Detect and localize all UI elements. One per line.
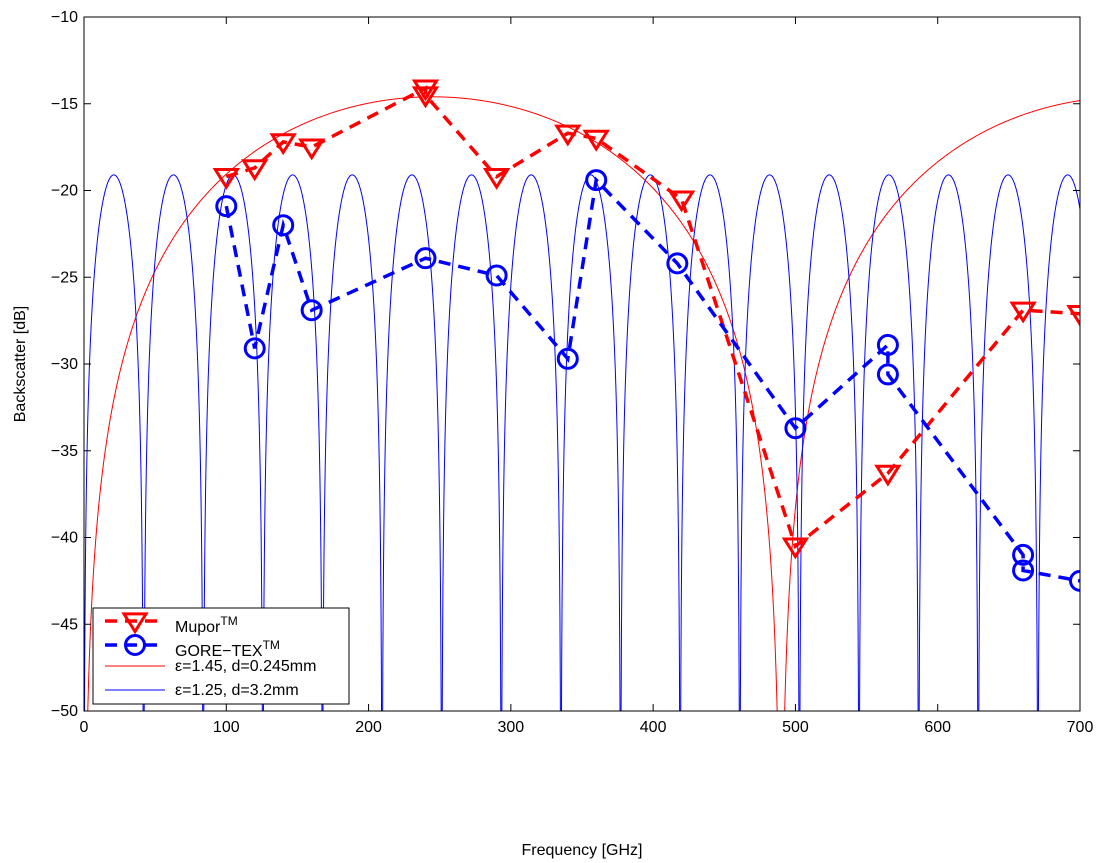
y-tick-label: −45: [51, 616, 78, 633]
data-point-mupor: [297, 138, 326, 161]
y-tick-label: −35: [51, 443, 78, 460]
y-tick-label: −25: [51, 269, 78, 286]
y-tick-label: −50: [51, 703, 78, 720]
x-tick-label: 300: [498, 719, 525, 736]
legend-label-model-2: ε=1.25, d=3.2mm: [175, 682, 299, 699]
data-point-goretex: [1012, 543, 1035, 566]
data-point-goretex: [215, 195, 238, 218]
legend-label-goretex: GORE−TEXTM: [175, 638, 280, 660]
legend-marker-triangle: [121, 612, 149, 635]
legend-box: [92, 607, 350, 705]
legend-swatches: [105, 612, 165, 691]
data-point-goretex: [876, 363, 899, 386]
tick-labels: 0 100 200 300 400 500 600 700 −50 −45 −40 −35 −30 −25…: [51, 9, 1094, 736]
legend-label-mupor: MuporTM: [175, 614, 238, 636]
y-tick-label: −30: [51, 356, 78, 373]
data-point-mupor: [874, 464, 902, 487]
x-tick-label: 0: [80, 719, 89, 736]
y-tick-label: −40: [51, 530, 78, 547]
model-curve-2: [84, 174, 1080, 711]
y-tick-label: −15: [51, 96, 78, 113]
data-point-goretex: [556, 347, 579, 370]
data-point-mupor: [482, 168, 511, 190]
plot-area: [84, 17, 1080, 711]
model-curve-1: [87, 96, 1080, 711]
x-axis-title: Frequency [GHz]: [522, 842, 643, 859]
legend-marker-circle: [124, 634, 146, 656]
x-tick-label: 200: [355, 719, 382, 736]
data-series: [212, 79, 1080, 592]
legend: MuporTM GORE−TEXTM ε=1.45, d=0.245mm ε=1…: [92, 607, 350, 705]
data-point-goretex: [585, 169, 608, 192]
data-point-goretex: [243, 337, 266, 360]
data-point-goretex: [272, 214, 295, 237]
data-point-mupor: [667, 190, 696, 213]
data-point-goretex: [666, 252, 689, 275]
x-tick-label: 500: [782, 719, 809, 736]
data-point-mupor: [240, 159, 269, 182]
x-tick-label: 400: [640, 719, 667, 736]
data-point-mupor: [411, 79, 440, 102]
y-tick-label: −10: [51, 9, 78, 26]
data-point-goretex: [300, 299, 323, 322]
data-point-mupor: [582, 129, 610, 152]
data-point-mupor: [781, 537, 810, 560]
model-lines: [84, 96, 1080, 711]
x-tick-label: 600: [924, 719, 951, 736]
data-point-mupor: [212, 168, 241, 190]
data-point-mupor: [1066, 305, 1080, 327]
data-point-goretex: [784, 417, 807, 440]
axis-ticks: [83, 16, 1081, 712]
x-tick-label: 700: [1067, 719, 1094, 736]
legend-label-model-1: ε=1.45, d=0.245mm: [175, 658, 316, 675]
data-point-mupor: [269, 133, 297, 156]
data-point-mupor: [411, 86, 440, 109]
series-line-1: [224, 176, 1080, 583]
data-point-goretex: [1012, 559, 1035, 582]
y-tick-label: −20: [51, 183, 78, 200]
data-point-goretex: [1069, 569, 1080, 592]
series-line-0: [225, 85, 1080, 550]
data-point-mupor: [1009, 301, 1037, 324]
data-point-goretex: [485, 264, 508, 287]
data-point-goretex: [876, 333, 899, 356]
data-point-mupor: [554, 124, 582, 147]
data-point-goretex: [414, 247, 437, 270]
x-tick-label: 100: [213, 719, 240, 736]
y-axis-title: Backscatter [dB]: [12, 306, 29, 423]
